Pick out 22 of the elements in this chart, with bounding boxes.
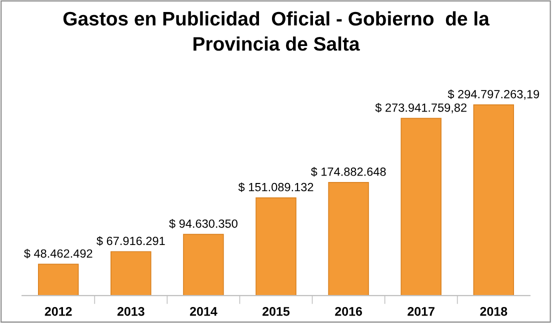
x-tick-label: 2016 <box>335 306 362 316</box>
bar <box>183 234 224 296</box>
data-label: $ 151.089.132 <box>238 182 314 192</box>
x-tick-label: 2013 <box>117 306 144 316</box>
x-tick-label: 2014 <box>190 306 218 316</box>
bar <box>473 104 514 296</box>
bar <box>110 251 152 296</box>
data-label: $ 294.797.263,19 <box>448 89 540 100</box>
data-label: $ 174.882.648 <box>310 167 386 177</box>
x-tick-label: 2015 <box>262 306 290 316</box>
data-label: $ 48.462.492 <box>24 248 92 258</box>
data-label: $ 67.916.291 <box>96 236 165 246</box>
bar <box>328 182 369 296</box>
bar <box>256 197 296 296</box>
bar <box>38 264 79 296</box>
x-tick-label: 2017 <box>408 306 434 316</box>
x-tick-label: 2018 <box>480 306 508 316</box>
chart-title: Gastos en Publicidad Oficial - Gobierno de la Provincia de Salta <box>63 11 490 51</box>
x-tick-label: 2012 <box>44 306 72 316</box>
data-label: $ 273.941.759,82 <box>375 102 466 114</box>
bar <box>400 118 442 296</box>
data-label: $ 94.630.350 <box>169 218 238 229</box>
